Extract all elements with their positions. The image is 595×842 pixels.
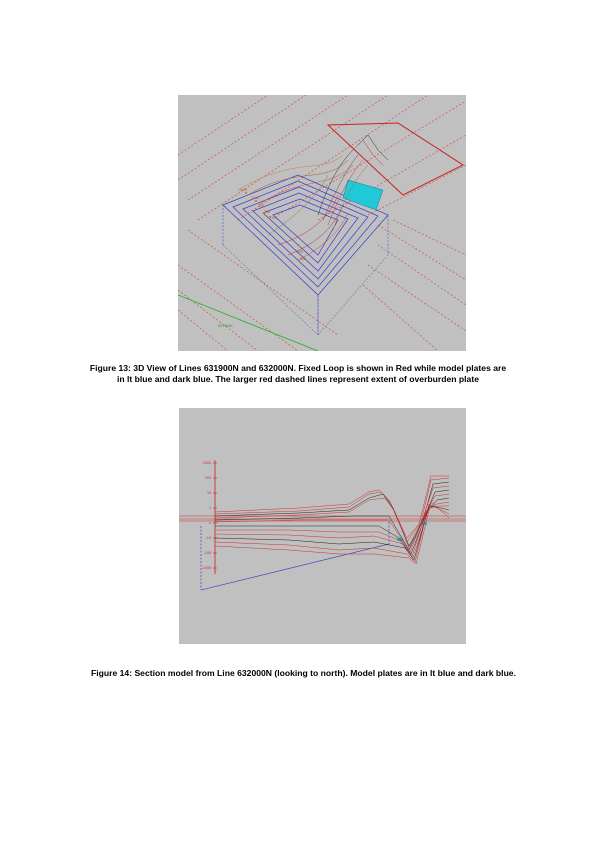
axis-label: 1 [209,506,211,510]
figure-14-caption: Figure 14: Section model from Line 63200… [91,668,516,678]
figure-13-image: -1000 -1500 100 200 -100 -500 600 631900… [178,95,466,351]
label-markers [245,192,299,246]
axis-label: 100 [205,476,211,480]
axis-label: -100 [204,551,211,555]
lt-blue-plate [342,179,384,211]
surface-lines [179,515,466,522]
fig13-label: 200 [264,210,270,214]
grid-line-label: 631900N [218,324,233,328]
fig13-label: -100 [270,216,277,220]
figure-14-section-model: 1000 100 10 1 -1 -10 -100 -1000 [179,460,466,591]
axis-label: 10 [207,491,211,495]
figure-13-caption: Figure 13: 3D View of Lines 631900N and … [89,363,507,384]
profile-lines [214,475,450,565]
figure-14-image: 1000 100 10 1 -1 -10 -100 -1000 [179,408,466,644]
plate-box-right [317,214,389,336]
axis-label: -1000 [202,566,211,570]
fig13-label: -1000 [238,188,247,192]
overburden-dashed-lines [178,95,466,351]
axis-label: 1000 [203,461,211,465]
line-631900n [178,294,319,351]
axis-label: -10 [206,536,211,540]
fig13-label: 100 [258,204,264,208]
plate-box-left [222,204,319,336]
fig13-label: -500 [296,250,303,254]
model-plate-rings [222,174,389,296]
profile-curves [237,134,389,261]
axis-label: -1 [208,521,211,525]
fig13-label: -1500 [250,196,259,200]
fig13-label: 600 [300,257,306,261]
figure-13-3d-view: -1000 -1500 100 200 -100 -500 600 631900… [178,95,466,351]
fixed-loop-outline [326,122,465,196]
